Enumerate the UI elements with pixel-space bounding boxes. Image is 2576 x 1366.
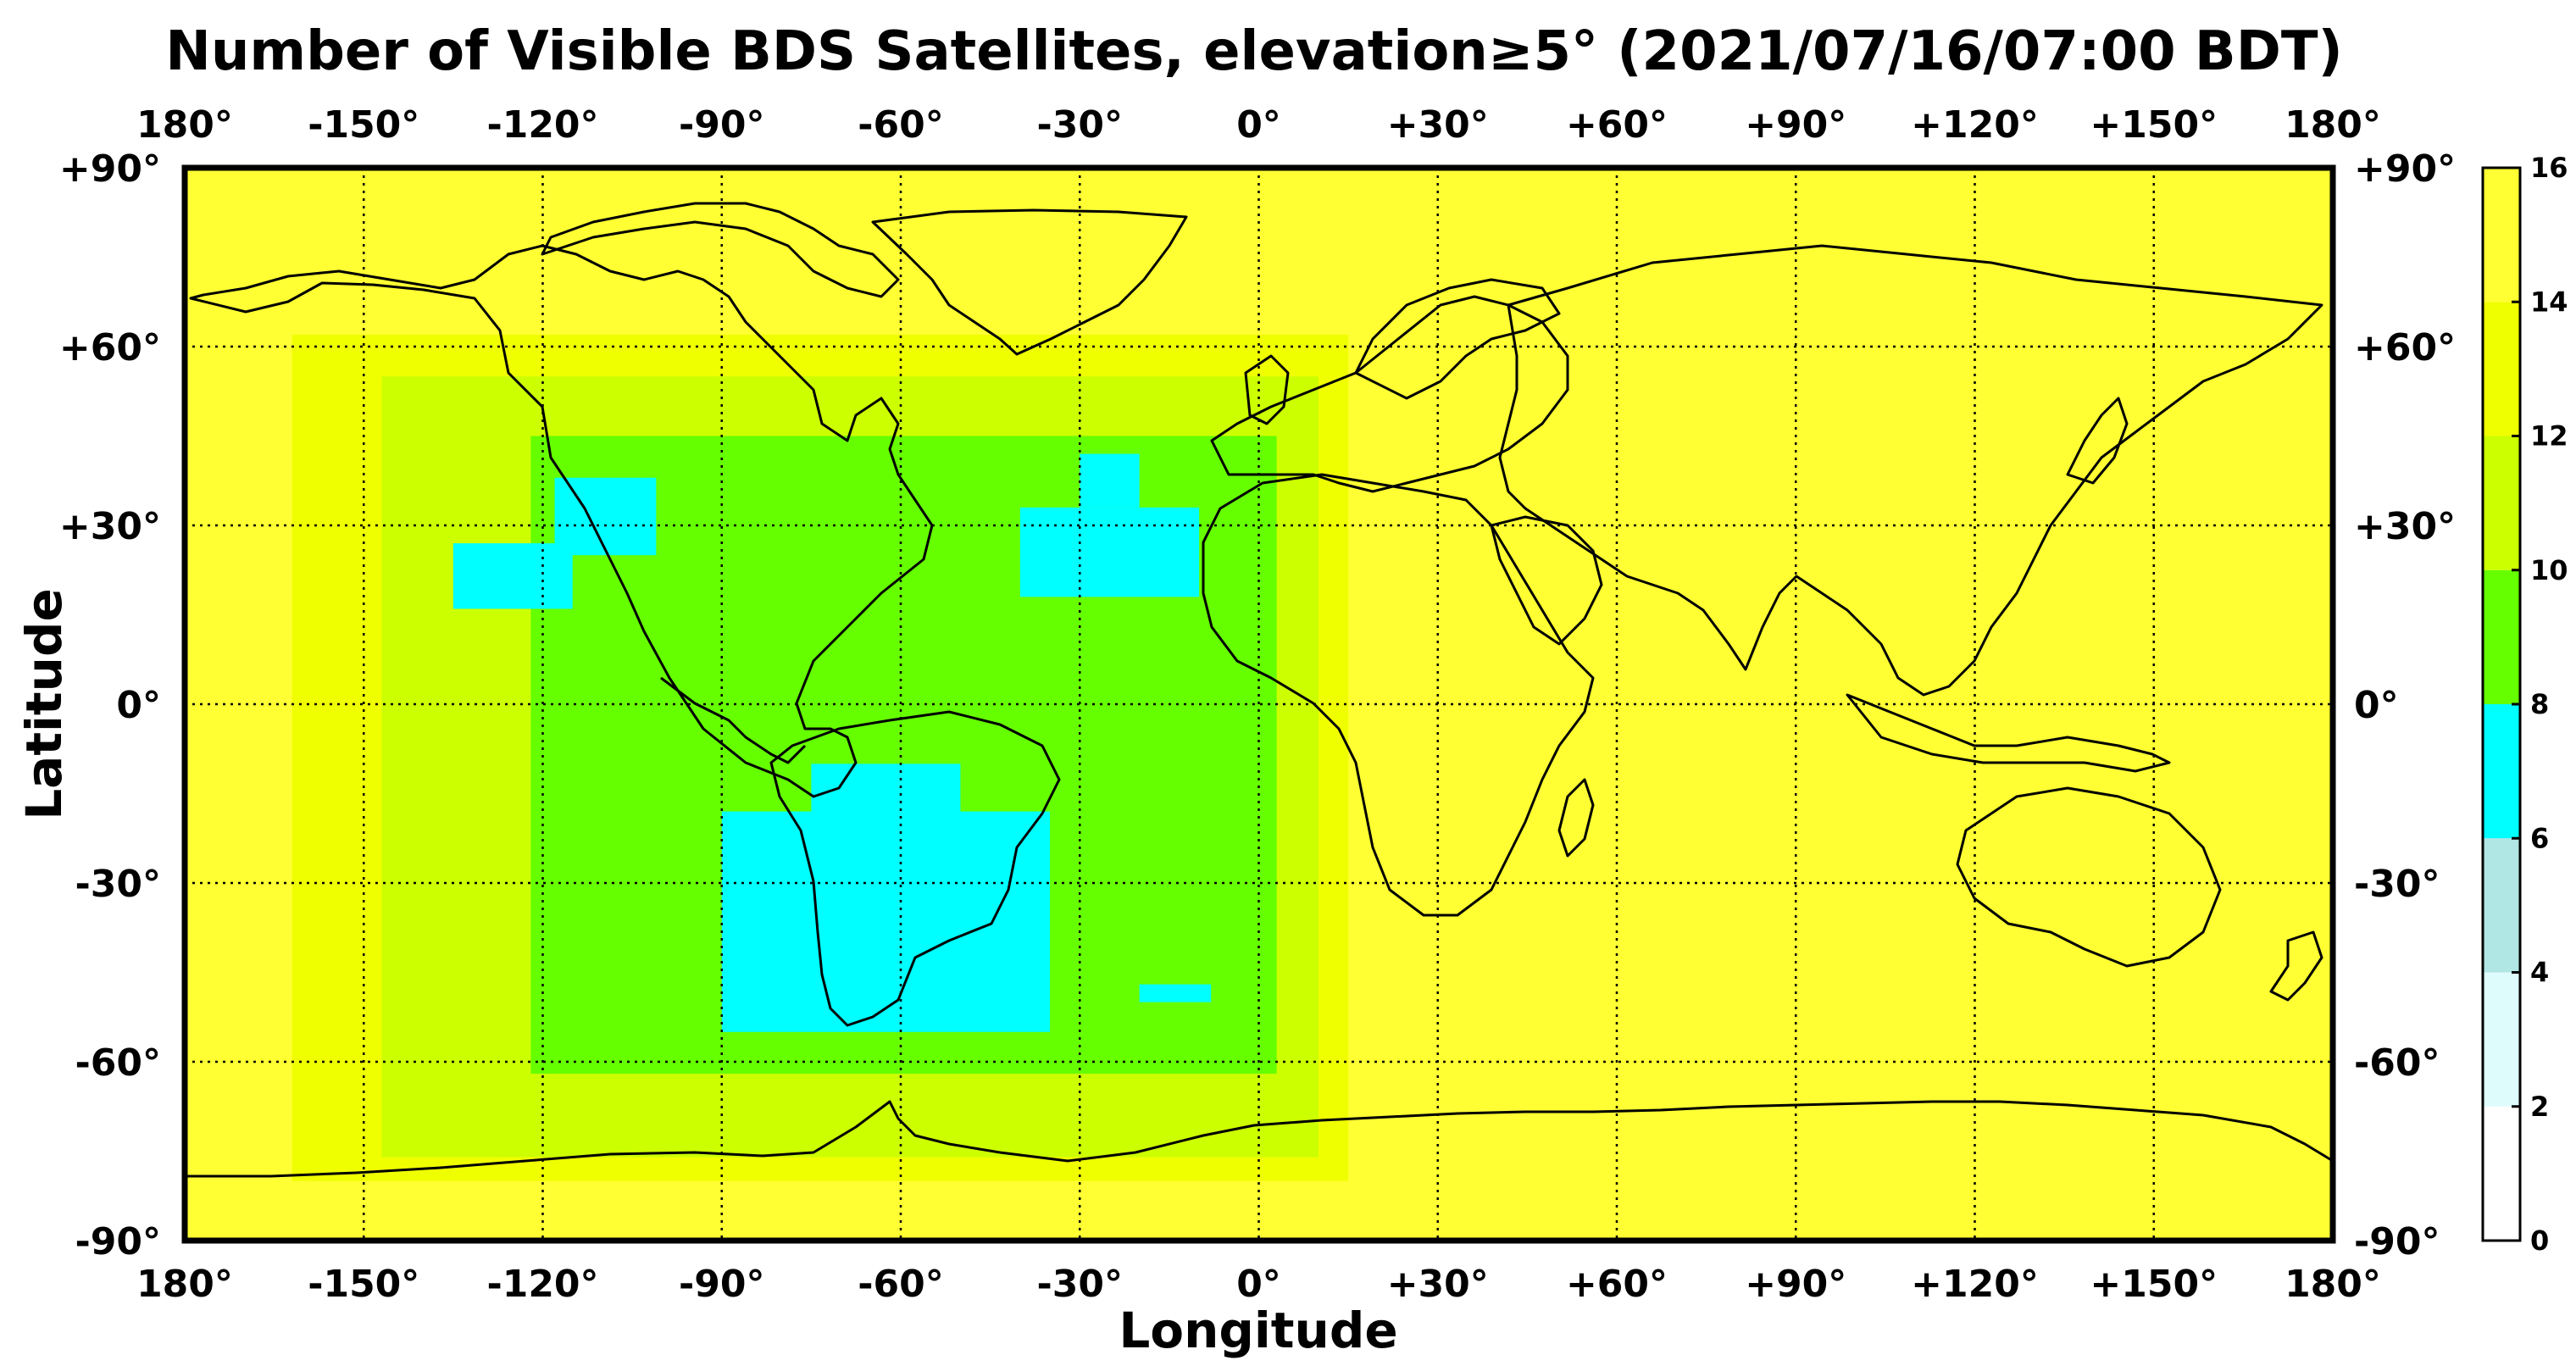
- colorbar-band-1: [2483, 972, 2520, 1107]
- coastline-arctic-islands: [541, 202, 900, 298]
- lon-tick-label-top: -30°: [1037, 103, 1124, 147]
- x-axis-label: Longitude: [1119, 1302, 1397, 1359]
- lon-tick-label-bottom: -90°: [679, 1263, 765, 1306]
- colorbar-tick-label: 0: [2530, 1224, 2549, 1257]
- lon-tick-label-top: +120°: [1911, 103, 2039, 147]
- coastline-australia: [1956, 786, 2222, 968]
- lon-tick-label-bottom: -120°: [486, 1263, 598, 1306]
- lat-tick-label-left: -90°: [75, 1220, 162, 1263]
- visibility-regions: [291, 334, 1349, 1181]
- y-axis-label: Latitude: [15, 588, 73, 820]
- lat-tick-label-left: +30°: [59, 505, 161, 548]
- coastline-antarctica: [185, 1100, 2333, 1178]
- colorbar-tick-label: 8: [2530, 688, 2549, 720]
- visibility-region-5: [1019, 507, 1200, 597]
- colorbar-band-7: [2483, 168, 2520, 303]
- visibility-region-6: [1080, 453, 1140, 508]
- colorbar-tick-label: 6: [2530, 822, 2549, 854]
- lon-tick-label-top: +90°: [1745, 103, 1846, 147]
- lon-tick-label-bottom: -30°: [1037, 1263, 1124, 1306]
- coastline-japan: [2066, 397, 2129, 485]
- colorbar-tick-label: 2: [2530, 1091, 2549, 1123]
- coastlines: [185, 202, 2333, 1178]
- coastline-madagascar: [1557, 778, 1595, 858]
- bottom-longitude-ticks: 180° -150° -120° -90° -60° -30° 0° +30° +60° +90°…: [136, 1263, 2381, 1306]
- lon-tick-label-bottom: +120°: [1911, 1263, 2039, 1306]
- lat-tick-label-left: +60°: [59, 326, 161, 369]
- coastline-arabia: [1490, 515, 1603, 646]
- gridlines: [185, 168, 2333, 1241]
- coastline-scandinavia: [1354, 278, 1561, 400]
- lon-tick-label-top: -150°: [308, 103, 419, 147]
- colorbar-tick-label: 4: [2530, 957, 2549, 989]
- right-latitude-ticks: +90° +60° +30° 0° -30° -60° -90°: [2354, 147, 2456, 1263]
- top-longitude-ticks: 180° -150° -120° -90° -60° -30° 0° +30° +60° +90°…: [136, 103, 2381, 147]
- lat-tick-label-left: +90°: [59, 147, 161, 191]
- colorbar-band-5: [2483, 436, 2520, 570]
- coastline-british-isles: [1244, 354, 1290, 425]
- lon-tick-label-top: +150°: [2090, 103, 2218, 147]
- map-plot-area: [185, 168, 2333, 1241]
- colorbar-tick-label: 16: [2530, 152, 2568, 184]
- colorbar-band-0: [2483, 1106, 2520, 1241]
- lon-tick-label-bottom: 180°: [136, 1263, 233, 1306]
- lon-tick-label-bottom: -150°: [308, 1263, 419, 1306]
- lon-tick-label-top: -60°: [858, 103, 944, 147]
- lat-tick-label-left: -60°: [75, 1041, 162, 1085]
- lon-tick-label-bottom: -60°: [858, 1263, 944, 1306]
- coastline-north-america: [189, 244, 934, 798]
- lat-tick-label-right: +90°: [2354, 147, 2456, 191]
- coastline-new-zealand: [2269, 930, 2323, 1002]
- visibility-region-7: [721, 811, 1051, 1032]
- lat-tick-label-right: -60°: [2354, 1041, 2440, 1085]
- visibility-region-4: [554, 477, 657, 556]
- lon-tick-label-top: 180°: [136, 103, 233, 147]
- colorbar-band-2: [2483, 838, 2520, 973]
- lon-tick-label-top: 0°: [1236, 103, 1281, 147]
- colorbar-band-6: [2483, 302, 2520, 436]
- visibility-region-8: [811, 764, 961, 824]
- lat-tick-label-right: -90°: [2354, 1220, 2440, 1263]
- visibility-region-9: [1139, 984, 1212, 1002]
- lon-tick-label-bottom: +90°: [1745, 1263, 1846, 1306]
- lon-tick-label-bottom: +30°: [1387, 1263, 1489, 1306]
- lat-tick-label-left: -30°: [75, 863, 162, 906]
- lon-tick-label-bottom: 180°: [2285, 1263, 2381, 1306]
- lat-tick-label-right: +30°: [2354, 505, 2456, 548]
- lon-tick-label-top: +30°: [1387, 103, 1489, 147]
- colorbar-band-3: [2483, 704, 2520, 839]
- left-latitude-ticks: +90° +60° +30° 0° -30° -60° -90°: [59, 147, 161, 1263]
- colorbar-tick-label: 14: [2530, 286, 2568, 318]
- coastline-indonesia: [1846, 693, 2171, 773]
- colorbar: 16 14 12 10 8 6 4 2 0: [2481, 152, 2568, 1257]
- visibility-region-3: [452, 543, 573, 609]
- colorbar-tick-label: 12: [2530, 420, 2568, 453]
- map-frame: [181, 164, 2336, 1244]
- map-title: Number of Visible BDS Satellites, elevat…: [165, 20, 2342, 83]
- lon-tick-label-top: +60°: [1566, 103, 1668, 147]
- coastline-south-america: [769, 710, 1061, 1027]
- coastline-greenland: [871, 208, 1188, 356]
- lon-tick-label-top: 180°: [2285, 103, 2381, 147]
- colorbar-tick-label: 10: [2530, 554, 2568, 586]
- coastline-central-america: [660, 676, 807, 764]
- lon-tick-label-top: -90°: [679, 103, 765, 147]
- coastline-europe: [1210, 295, 1569, 493]
- coastline-asia: [1498, 244, 2323, 697]
- lat-tick-label-right: +60°: [2354, 326, 2456, 369]
- lon-tick-label-top: -120°: [486, 103, 598, 147]
- lat-tick-label-right: -30°: [2354, 863, 2440, 906]
- lon-tick-label-bottom: 0°: [1236, 1263, 1281, 1306]
- lat-tick-label-right: 0°: [2354, 684, 2399, 727]
- lon-tick-label-bottom: +150°: [2090, 1263, 2218, 1306]
- colorbar-band-4: [2483, 569, 2520, 704]
- lat-tick-label-left: 0°: [116, 684, 161, 727]
- lon-tick-label-bottom: +60°: [1566, 1263, 1668, 1306]
